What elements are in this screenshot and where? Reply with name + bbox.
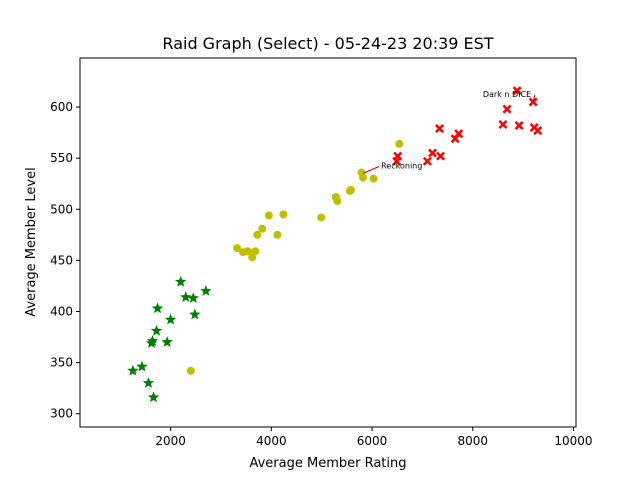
scatter-point-star <box>150 324 163 336</box>
chart-title: Raid Graph (Select) - 05-24-23 20:39 EST <box>162 34 493 53</box>
scatter-point-circle <box>279 210 288 219</box>
scatter-point-star <box>161 336 173 348</box>
scatter-point-star <box>142 377 155 388</box>
y-axis-label: Average Member Level <box>24 167 39 316</box>
scatter-point-x <box>454 129 464 139</box>
y-tick-label: 600 <box>50 100 73 114</box>
scatter-point-circle <box>273 230 282 239</box>
scatter-point-x <box>502 104 512 114</box>
scatter-point-circle <box>186 366 195 375</box>
x-axis-label: Average Member Rating <box>249 456 406 471</box>
y-tick-label: 400 <box>50 304 73 318</box>
annotation-label: Reckoning <box>381 161 422 170</box>
scatter-point-circle <box>253 230 262 239</box>
scatter-point-star <box>189 308 201 320</box>
scatter-point-star <box>127 364 139 376</box>
scatter-point-star <box>136 360 148 372</box>
scatter-point-circle <box>317 213 326 222</box>
scatter-point-x <box>512 86 522 96</box>
scatter-point-star <box>200 285 212 296</box>
scatter-point-circle <box>264 211 273 220</box>
scatter-point-star <box>187 292 200 304</box>
scatter-point-circle <box>369 174 378 183</box>
scatter-point-circle <box>243 247 252 256</box>
scatter-point-circle <box>258 224 267 233</box>
x-tick-label: 8000 <box>457 434 488 448</box>
scatter-point-circle <box>248 253 257 262</box>
plot-area: 2000 4000 6000 8000 10000 300 350 400 450 500 550 6… <box>50 57 593 448</box>
x-tick-label: 10000 <box>554 434 592 448</box>
scatter-point-star <box>164 313 177 325</box>
scatter-point-x <box>393 151 403 161</box>
scatter-point-x <box>435 124 445 134</box>
scatter-point-x <box>498 119 508 129</box>
y-tick-label: 550 <box>50 151 73 165</box>
scatter-point-x <box>533 126 543 136</box>
scatter-point-star <box>147 391 160 403</box>
scatter-point-star <box>151 302 164 314</box>
scatter-point-x <box>436 151 446 161</box>
y-tick-label: 500 <box>50 202 73 216</box>
scatter-point-circle <box>251 247 260 256</box>
annotation-label: Dark n DICE <box>483 90 531 99</box>
scatter-point-x <box>427 148 437 158</box>
scatter-point-star <box>180 291 192 303</box>
x-tick-label: 4000 <box>256 434 287 448</box>
scatter-point-star <box>175 275 187 287</box>
y-tick-label: 300 <box>50 407 73 421</box>
scatter-point-circle <box>346 185 355 194</box>
scatter-point-circle <box>233 244 242 253</box>
scatter-point-x <box>514 120 524 130</box>
scatter-point-circle <box>333 197 342 206</box>
y-tick-label: 450 <box>50 253 73 267</box>
scatter-point-circle <box>395 139 404 148</box>
x-tick-label: 2000 <box>155 434 186 448</box>
annotation-pointer <box>362 165 380 174</box>
scatter-point-x <box>422 156 432 166</box>
y-tick-label: 350 <box>50 356 73 370</box>
annotation-pointer <box>532 94 536 103</box>
x-tick-label: 6000 <box>357 434 388 448</box>
axes-frame <box>79 57 577 428</box>
scatter-point-circle <box>358 173 367 182</box>
scatter-point-star <box>146 335 159 346</box>
